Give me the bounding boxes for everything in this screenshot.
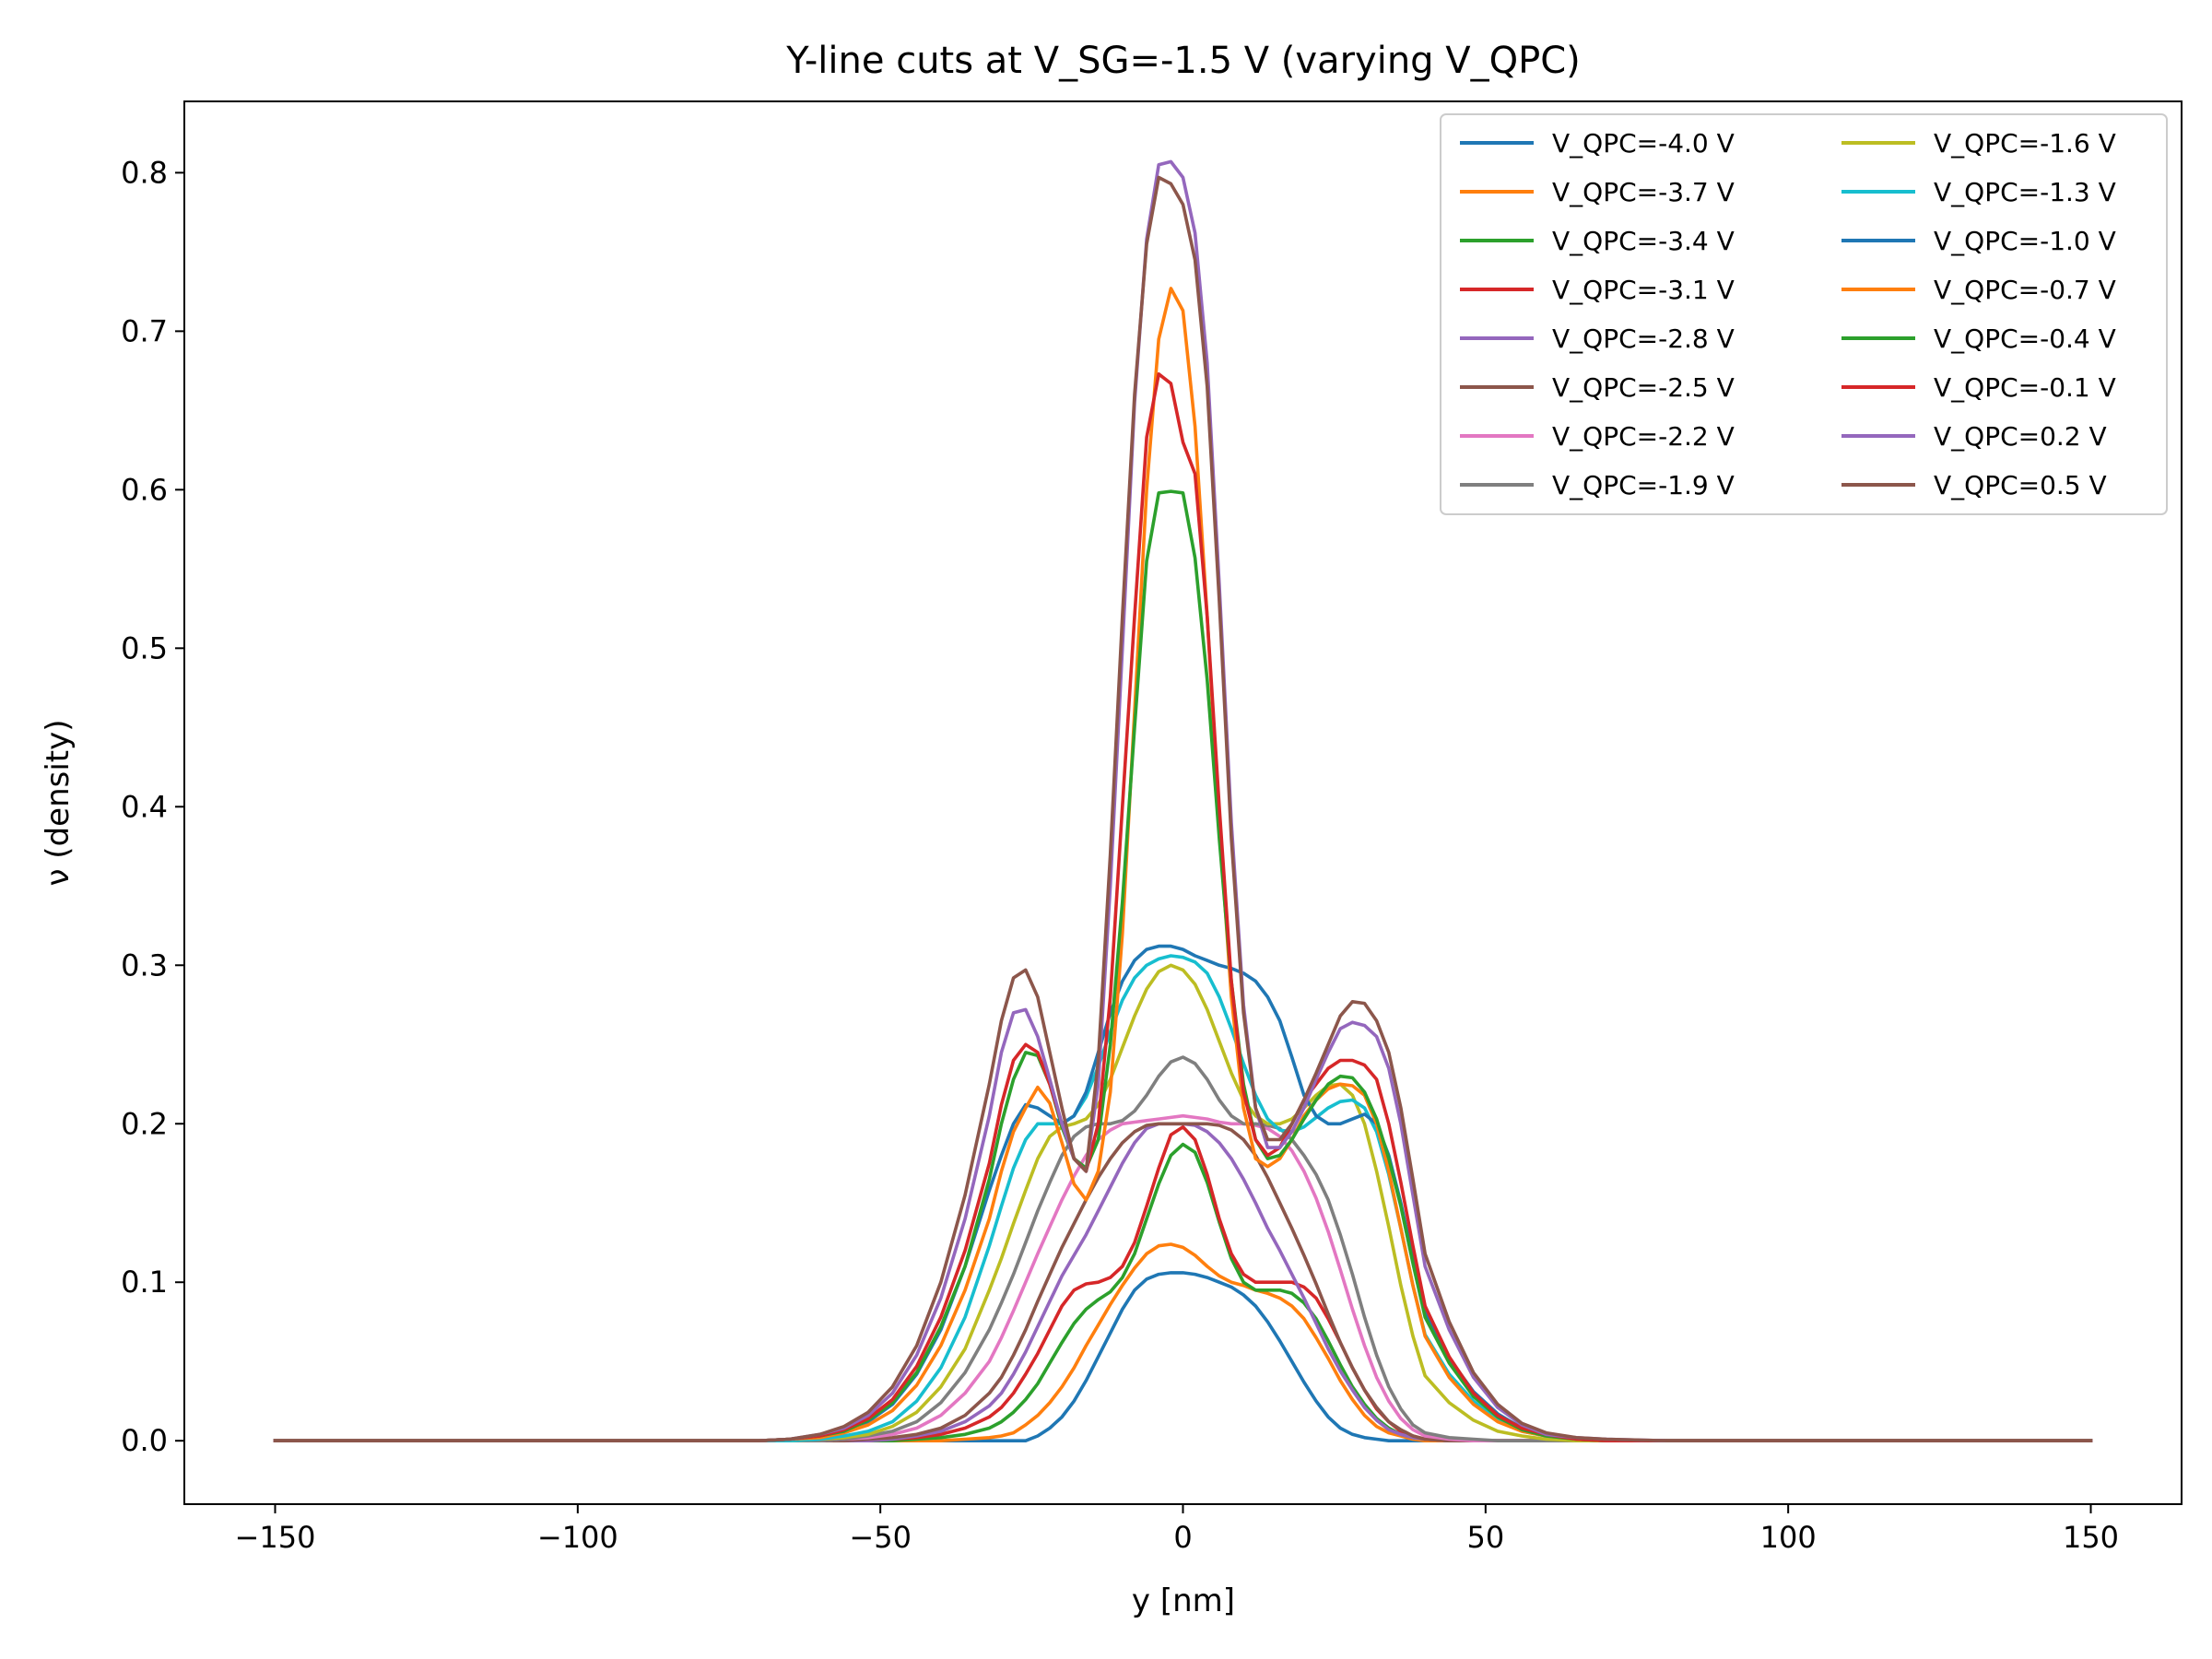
legend-label: V_QPC=-2.8 V: [1552, 324, 1735, 354]
chart-title: Y-line cuts at V_SG=-1.5 V (varying V_QP…: [785, 40, 1581, 82]
legend-item: V_QPC=0.5 V: [1841, 470, 2107, 500]
legend-item: V_QPC=-0.7 V: [1841, 275, 2116, 305]
series-line-12: [273, 287, 2093, 1442]
legend-item: V_QPC=-2.2 V: [1460, 421, 1735, 452]
y-tick-label: 0.0: [121, 1423, 168, 1458]
plot-frame: [183, 100, 2183, 1505]
x-tick-label: 100: [1760, 1520, 1817, 1555]
y-axis-label: ν (density): [40, 720, 76, 887]
series-line-14: [273, 371, 2093, 1442]
legend-label: V_QPC=-3.1 V: [1552, 275, 1735, 305]
legend-item: V_QPC=-3.1 V: [1460, 275, 1735, 305]
legend-item: V_QPC=-0.4 V: [1841, 324, 2116, 354]
legend-label: V_QPC=-0.7 V: [1934, 275, 2116, 305]
legend-item: V_QPC=-4.0 V: [1460, 128, 1735, 159]
y-tick-label: 0.8: [121, 155, 168, 190]
legend-label: V_QPC=-1.9 V: [1552, 470, 1735, 500]
legend-label: V_QPC=-4.0 V: [1552, 128, 1735, 159]
x-tick-label: −50: [849, 1520, 912, 1555]
legend-item: V_QPC=-3.4 V: [1460, 226, 1735, 256]
series-line-16: [273, 175, 2093, 1442]
x-tick-label: −100: [537, 1520, 618, 1555]
y-tick-label: 0.5: [121, 630, 168, 665]
legend-label: V_QPC=-2.5 V: [1552, 372, 1735, 403]
x-axis-ticks: −150 −100 −50 0 50 100 150: [235, 1504, 2119, 1555]
legend-label: V_QPC=0.5 V: [1934, 470, 2107, 500]
legend-item: V_QPC=-1.3 V: [1841, 177, 2116, 207]
y-tick-label: 0.4: [121, 789, 168, 824]
legend-label: V_QPC=-0.4 V: [1934, 324, 2116, 354]
y-tick-label: 0.2: [121, 1106, 168, 1141]
legend-label: V_QPC=-3.4 V: [1552, 226, 1735, 256]
legend-label: V_QPC=-1.3 V: [1934, 177, 2116, 207]
x-axis-label: y [nm]: [1132, 1583, 1235, 1619]
legend-label: V_QPC=-1.6 V: [1934, 128, 2116, 159]
legend-item: V_QPC=-2.5 V: [1460, 372, 1735, 403]
legend-label: V_QPC=0.2 V: [1934, 421, 2107, 452]
y-axis-ticks: 0.0 0.1 0.2 0.3 0.4 0.5 0.6 0.7 0.8: [121, 155, 184, 1458]
legend-label: V_QPC=-0.1 V: [1934, 372, 2116, 403]
series-line-9: [273, 963, 2093, 1442]
x-tick-label: 150: [2063, 1520, 2119, 1555]
legend-item: V_QPC=0.2 V: [1841, 421, 2107, 452]
x-tick-label: −150: [235, 1520, 316, 1555]
x-tick-label: 50: [1466, 1520, 1504, 1555]
y-tick-label: 0.3: [121, 947, 168, 982]
legend-item: V_QPC=-0.1 V: [1841, 372, 2116, 403]
y-tick-label: 0.7: [121, 313, 168, 348]
legend-item: V_QPC=-1.9 V: [1460, 470, 1735, 500]
y-tick-label: 0.1: [121, 1265, 168, 1300]
legend-item: V_QPC=-3.7 V: [1460, 177, 1735, 207]
plot-lines: [273, 159, 2093, 1442]
legend-label: V_QPC=-3.7 V: [1552, 177, 1735, 207]
legend-label: V_QPC=-1.0 V: [1934, 226, 2116, 256]
legend-item: V_QPC=-1.0 V: [1841, 226, 2116, 256]
x-tick-label: 0: [1173, 1520, 1192, 1555]
legend-item: V_QPC=-2.8 V: [1460, 324, 1735, 354]
legend-item: V_QPC=-1.6 V: [1841, 128, 2116, 159]
legend-label: V_QPC=-2.2 V: [1552, 421, 1735, 452]
legend-box: [1440, 113, 2168, 515]
y-tick-label: 0.6: [121, 472, 168, 507]
legend: V_QPC=-4.0 V V_QPC=-3.7 V V_QPC=-3.4 V V_QP…: [1440, 113, 2168, 515]
